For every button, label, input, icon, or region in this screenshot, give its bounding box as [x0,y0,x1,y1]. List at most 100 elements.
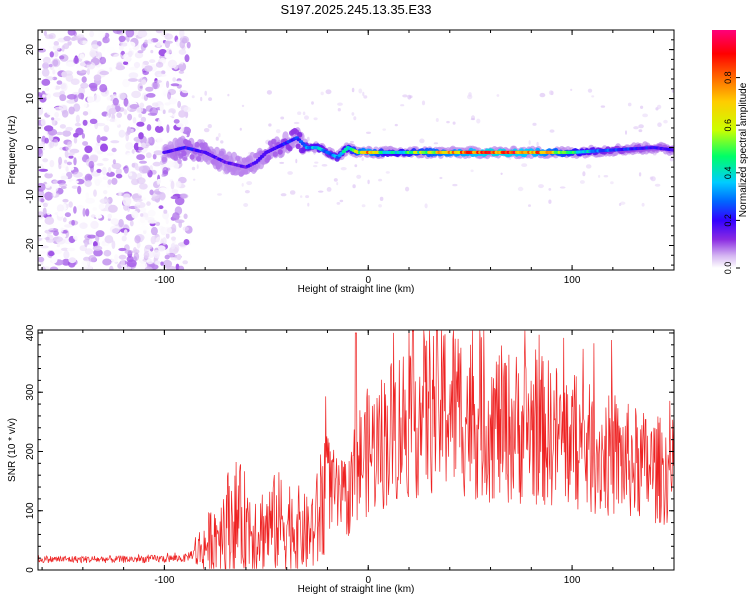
faint-blob [652,153,657,156]
noise-blob [162,259,173,268]
noise-blob [131,149,135,155]
y-tick-label: 20 [25,44,36,56]
faint-blob [625,130,627,135]
noise-blob [73,137,78,144]
noise-blob [166,124,170,134]
noise-blob [42,202,48,208]
noise-blob [79,40,83,45]
noise-blob [152,161,161,167]
noise-blob [176,253,182,261]
noise-blob [186,41,191,49]
noise-blob [57,211,64,217]
ridge-mid [189,154,195,160]
noise-blob [133,197,143,203]
noise-blob [85,197,95,204]
noise-blob [65,203,69,209]
noise-blob [71,219,75,226]
noise-blob [140,116,147,123]
noise-blob [150,235,156,245]
ridge-mid [235,155,241,162]
noise-blob [68,152,75,156]
faint-blob [218,133,221,138]
noise-blob [59,124,66,129]
faint-blob [421,100,426,106]
noise-blob [53,249,62,255]
faint-blob [517,186,524,192]
noise-blob [177,64,185,69]
noise-blob [49,266,59,270]
noise-blob [175,180,182,188]
noise-blob [38,192,45,199]
noise-blob [145,152,152,159]
snr-y-label: SNR (10 * v/v) [7,418,18,482]
noise-blob [165,232,170,239]
ridge-core [671,148,674,152]
noise-blob [107,46,115,54]
noise-blob [90,44,100,49]
y-tick-label: -20 [25,238,36,253]
faint-blob [582,171,586,177]
noise-blob [118,247,127,252]
ridge-mid [287,145,293,152]
noise-blob [136,146,144,151]
noise-blob [136,177,146,185]
noise-blob [164,160,175,168]
noise-blob [53,117,61,122]
noise-blob [140,207,147,213]
noise-blob [45,34,54,39]
faint-blob [275,129,281,134]
noise-blob [141,197,146,201]
noise-blob [90,214,96,218]
noise-blob [66,247,76,252]
colorbar-tick-label: 0.4 [723,167,733,180]
noise-blob [103,125,110,133]
faint-blob [385,171,390,174]
faint-blob [208,97,213,101]
noise-blob [170,257,179,261]
faint-blob [496,94,500,97]
faint-blob [337,108,341,112]
noise-blob [96,134,101,144]
noise-blob [55,131,64,136]
noise-blob [42,62,50,70]
noise-blob [94,145,99,153]
noise-blob [78,92,85,100]
noise-blob [127,113,133,121]
noise-blob [84,242,88,248]
noise-blob [147,209,156,217]
faint-blob [610,181,614,185]
faint-blob [424,203,428,209]
noise-blob [141,142,146,148]
faint-blob [585,164,592,169]
faint-blob [340,167,347,171]
noise-blob [84,248,94,255]
noise-blob [170,195,178,200]
faint-blob [405,186,410,192]
noise-blob [144,39,149,45]
noise-blob [53,188,56,197]
noise-blob [162,166,169,175]
snr-x-label: Height of straight line (km) [298,584,415,595]
y-tick-label: 300 [25,383,36,400]
noise-blob [154,80,162,83]
noise-blob [68,166,75,171]
faint-blob [268,123,272,127]
noise-blob [56,204,64,213]
colorbar-tick-label: 0.2 [723,214,733,227]
noise-blob [126,126,131,135]
faint-blob [382,128,387,131]
colorbar-gradient [712,30,736,268]
noise-blob [95,122,106,127]
faint-blob [207,124,212,129]
noise-blob [79,266,90,270]
ridge-mid [218,150,225,157]
noise-blob [68,257,77,264]
faint-blob [366,131,371,134]
noise-blob [40,198,45,203]
faint-blob [200,96,203,102]
noise-blob [183,213,188,220]
faint-blob [193,178,196,181]
noise-blob [93,114,102,119]
noise-blob [46,107,57,116]
